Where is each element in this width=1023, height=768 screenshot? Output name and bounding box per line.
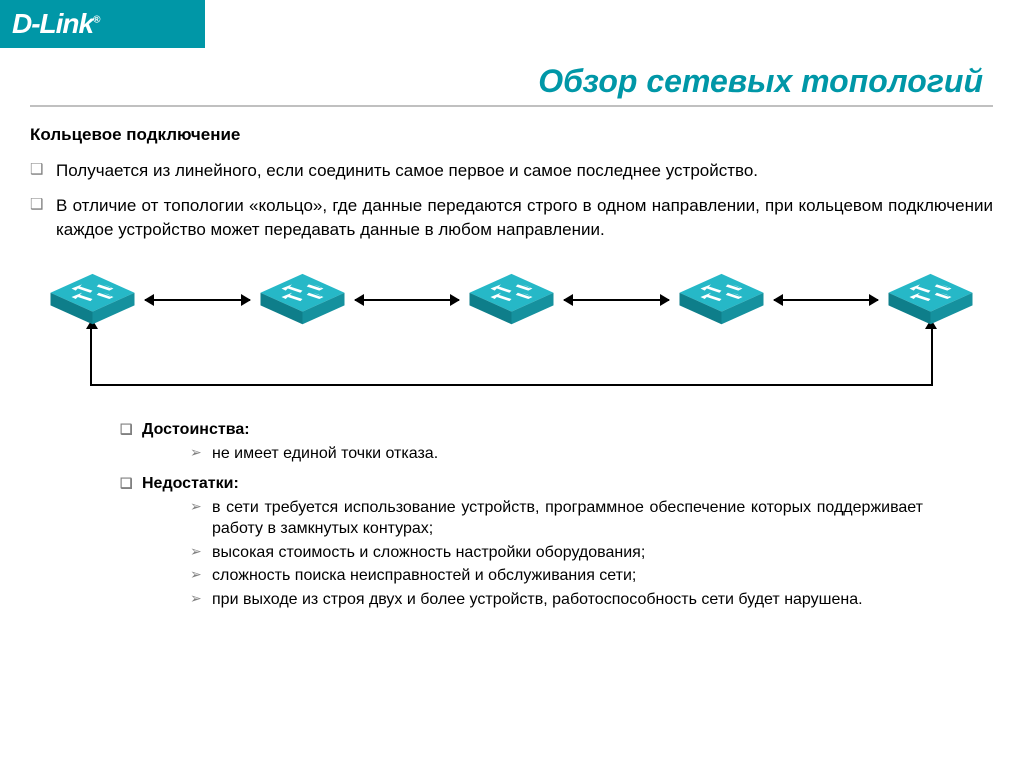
switch-node	[878, 261, 983, 340]
switch-node	[669, 261, 774, 340]
link-arrow	[564, 265, 669, 335]
disadvantage-item: высокая стоимость и сложность настройки …	[190, 542, 923, 564]
disadvantage-item: в сети требуется использование устройств…	[190, 497, 923, 540]
intro-bullet: В отличие от топологии «кольцо», где дан…	[30, 194, 993, 243]
link-arrow	[774, 265, 879, 335]
intro-bullets: Получается из линейного, если соединить …	[30, 159, 993, 243]
disadvantage-item: сложность поиска неисправностей и обслуж…	[190, 565, 923, 587]
pros-cons: Достоинства: не имеет единой точки отказ…	[30, 421, 993, 611]
disadvantage-item: при выходе из строя двух и более устройс…	[190, 589, 923, 611]
intro-bullet: Получается из линейного, если соединить …	[30, 159, 993, 184]
logo-bar: D-Link®	[0, 0, 205, 48]
switch-icon	[40, 261, 145, 335]
switch-icon	[878, 261, 983, 335]
switch-icon	[669, 261, 774, 335]
switch-node	[250, 261, 355, 340]
advantages-label: Достоинства:	[120, 421, 923, 439]
switch-node	[40, 261, 145, 340]
topology-diagram	[30, 261, 993, 406]
switch-icon	[250, 261, 355, 335]
advantages-list: не имеет единой точки отказа.	[190, 443, 923, 465]
disadvantages-label: Недостатки:	[120, 475, 923, 493]
link-arrow	[355, 265, 460, 335]
switch-node	[459, 261, 564, 340]
content-area: Кольцевое подключение Получается из лине…	[0, 125, 1023, 610]
logo-label: D-Link	[12, 8, 93, 39]
page-title: Обзор сетевых топологий	[0, 48, 1023, 105]
logo-registered: ®	[93, 15, 99, 26]
subtitle: Кольцевое подключение	[30, 125, 993, 145]
switch-icon	[459, 261, 564, 335]
advantage-item: не имеет единой точки отказа.	[190, 443, 923, 465]
logo-text: D-Link®	[12, 8, 99, 40]
nodes-row	[30, 261, 993, 340]
title-underline	[30, 105, 993, 107]
disadvantages-list: в сети требуется использование устройств…	[190, 497, 923, 611]
link-arrow	[145, 265, 250, 335]
